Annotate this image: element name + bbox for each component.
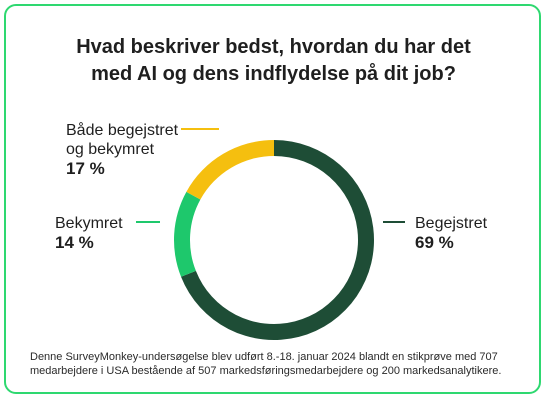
footnote-line-2: medarbejdere i USA bestående af 507 mark…: [30, 365, 502, 377]
footnote: Denne SurveyMonkey-undersøgelse blev udf…: [30, 350, 520, 378]
label-begejstret-line-1: Begejstret: [415, 215, 488, 232]
chart-title-line-2: med AI og dens indflydelse på dit job?: [91, 63, 456, 85]
value-bekymret: 14 %: [55, 233, 94, 252]
chart-title: Hvad beskriver bedst, hvordan du har det…: [0, 34, 547, 88]
label-bekymret-line-1: Bekymret: [55, 215, 123, 232]
footnote-line-1: Denne SurveyMonkey-undersøgelse blev udf…: [30, 351, 498, 363]
value-b-de-begejstret-og-bekymret: 17 %: [66, 159, 105, 178]
value-begejstret: 69 %: [415, 233, 454, 252]
label-b-de-begejstret-og-bekymret-line-2: og bekymret: [66, 141, 155, 158]
label-b-de-begejstret-og-bekymret-line-1: Både begejstret: [66, 121, 179, 139]
chart-title-line-1: Hvad beskriver bedst, hvordan du har det: [76, 36, 471, 58]
slice-bekymret: [173, 191, 201, 277]
slice-b-de-begejstret-og-bekymret: [186, 140, 274, 200]
